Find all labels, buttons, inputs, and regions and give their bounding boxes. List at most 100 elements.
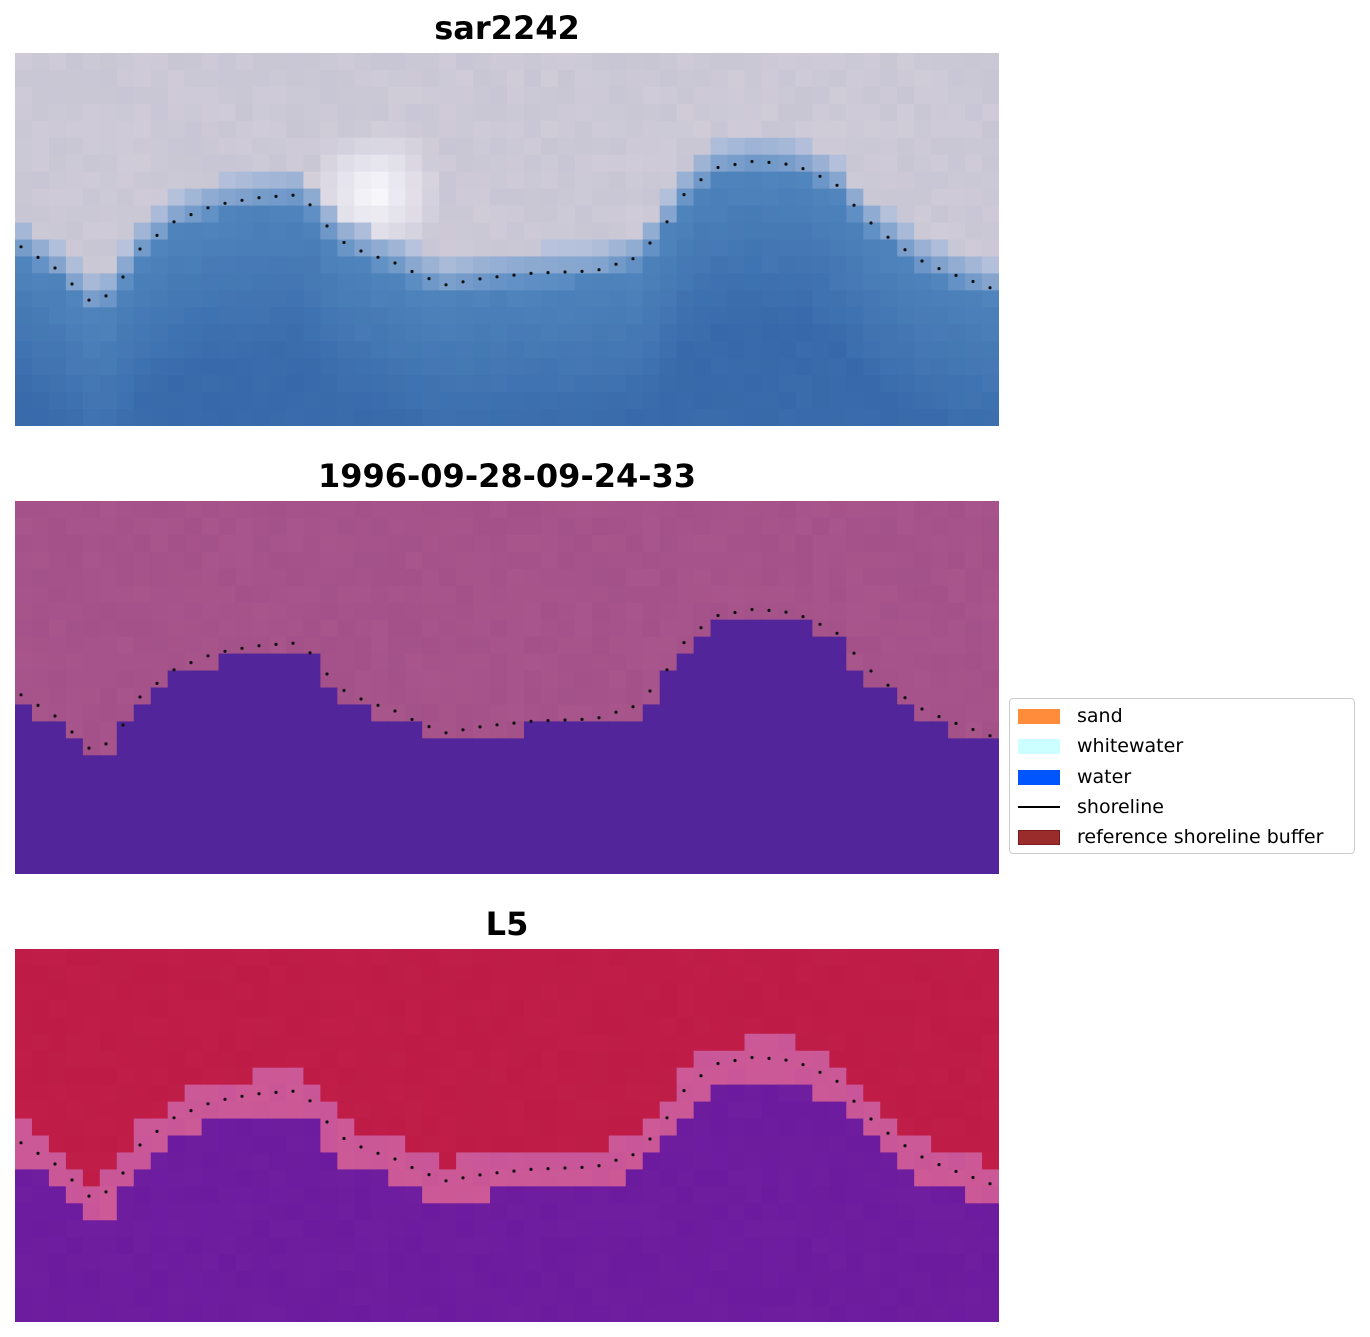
raster-pixel (540, 1016, 559, 1035)
raster-pixel (201, 501, 220, 519)
raster-pixel (727, 1135, 746, 1154)
raster-pixel (642, 1033, 661, 1052)
shoreline-point (665, 1116, 669, 1120)
raster-pixel (591, 1254, 610, 1272)
shoreline-point (801, 615, 805, 619)
raster-pixel (116, 307, 135, 325)
raster-pixel (337, 840, 355, 858)
raster-pixel (218, 619, 237, 638)
raster-pixel (948, 1254, 966, 1272)
raster-pixel (659, 534, 678, 553)
raster-pixel (574, 670, 593, 689)
raster-pixel (591, 1050, 610, 1069)
raster-pixel (557, 103, 576, 122)
raster-pixel (914, 1050, 932, 1069)
raster-pixel (15, 1288, 33, 1306)
raster-pixel (761, 358, 780, 376)
raster-pixel (507, 551, 525, 570)
raster-pixel (388, 409, 406, 426)
raster-pixel (388, 188, 406, 207)
raster-pixel (591, 585, 610, 604)
raster-pixel (659, 273, 678, 291)
raster-pixel (150, 755, 169, 773)
raster-pixel (371, 619, 389, 638)
raster-pixel (557, 53, 576, 71)
raster-pixel (778, 823, 797, 841)
raster-pixel (99, 1271, 118, 1289)
shoreline-point (274, 194, 278, 198)
raster-pixel (507, 392, 525, 410)
raster-pixel (235, 721, 254, 739)
raster-pixel (795, 501, 813, 519)
raster-pixel (65, 171, 84, 190)
raster-pixel (371, 840, 389, 858)
raster-pixel (608, 619, 627, 638)
raster-pixel (523, 949, 542, 967)
raster-pixel (591, 1118, 610, 1137)
raster-pixel (150, 1152, 169, 1170)
raster-pixel (235, 1203, 254, 1221)
raster-pixel (201, 789, 220, 807)
raster-pixel (693, 307, 712, 325)
raster-pixel (914, 551, 932, 570)
raster-pixel (184, 602, 203, 621)
raster-pixel (201, 1305, 220, 1322)
raster-pixel (371, 307, 389, 325)
raster-pixel (439, 256, 457, 274)
raster-pixel (337, 619, 355, 638)
raster-pixel (184, 704, 203, 722)
raster-pixel (150, 789, 169, 807)
raster-pixel (523, 137, 542, 156)
raster-pixel (286, 772, 305, 790)
raster-pixel (914, 86, 932, 105)
raster-pixel (269, 392, 288, 410)
raster-pixel (405, 965, 423, 984)
raster-pixel (507, 619, 525, 638)
raster-pixel (948, 806, 966, 824)
raster-pixel (557, 171, 576, 190)
raster-pixel (388, 1033, 406, 1052)
raster-pixel (642, 1050, 661, 1069)
raster-pixel (795, 1305, 813, 1322)
raster-pixel (286, 137, 305, 156)
raster-pixel (744, 1237, 763, 1255)
raster-pixel (422, 69, 440, 88)
raster-pixel (48, 171, 67, 190)
raster-pixel (235, 1067, 254, 1086)
raster-pixel (778, 517, 797, 536)
raster-pixel (201, 222, 220, 241)
raster-pixel (727, 1169, 746, 1187)
raster-pixel (507, 1237, 525, 1255)
raster-pixel (99, 324, 118, 342)
raster-pixel (914, 619, 932, 638)
raster-pixel (354, 636, 372, 655)
raster-pixel (710, 205, 729, 224)
raster-pixel (422, 1254, 440, 1272)
raster-pixel (863, 551, 881, 570)
raster-pixel (507, 290, 525, 308)
raster-pixel (252, 755, 271, 773)
raster-pixel (456, 738, 474, 756)
raster-pixel (931, 653, 949, 672)
raster-pixel (863, 137, 881, 156)
raster-pixel (31, 1016, 50, 1035)
raster-pixel (914, 670, 932, 689)
raster-pixel (422, 982, 440, 1001)
raster-pixel (761, 789, 780, 807)
raster-pixel (982, 120, 999, 139)
raster-pixel (388, 239, 406, 258)
raster-pixel (931, 290, 949, 308)
raster-pixel (320, 1203, 338, 1221)
raster-pixel (931, 324, 949, 342)
raster-pixel (218, 1288, 237, 1306)
raster-pixel (761, 86, 780, 105)
raster-pixel (184, 501, 203, 519)
raster-pixel (710, 1033, 729, 1052)
raster-pixel (252, 69, 271, 88)
raster-pixel (133, 86, 152, 105)
raster-pixel (897, 86, 915, 105)
raster-pixel (710, 120, 729, 139)
raster-pixel (235, 103, 254, 122)
raster-pixel (778, 1203, 797, 1221)
raster-pixel (116, 501, 135, 519)
